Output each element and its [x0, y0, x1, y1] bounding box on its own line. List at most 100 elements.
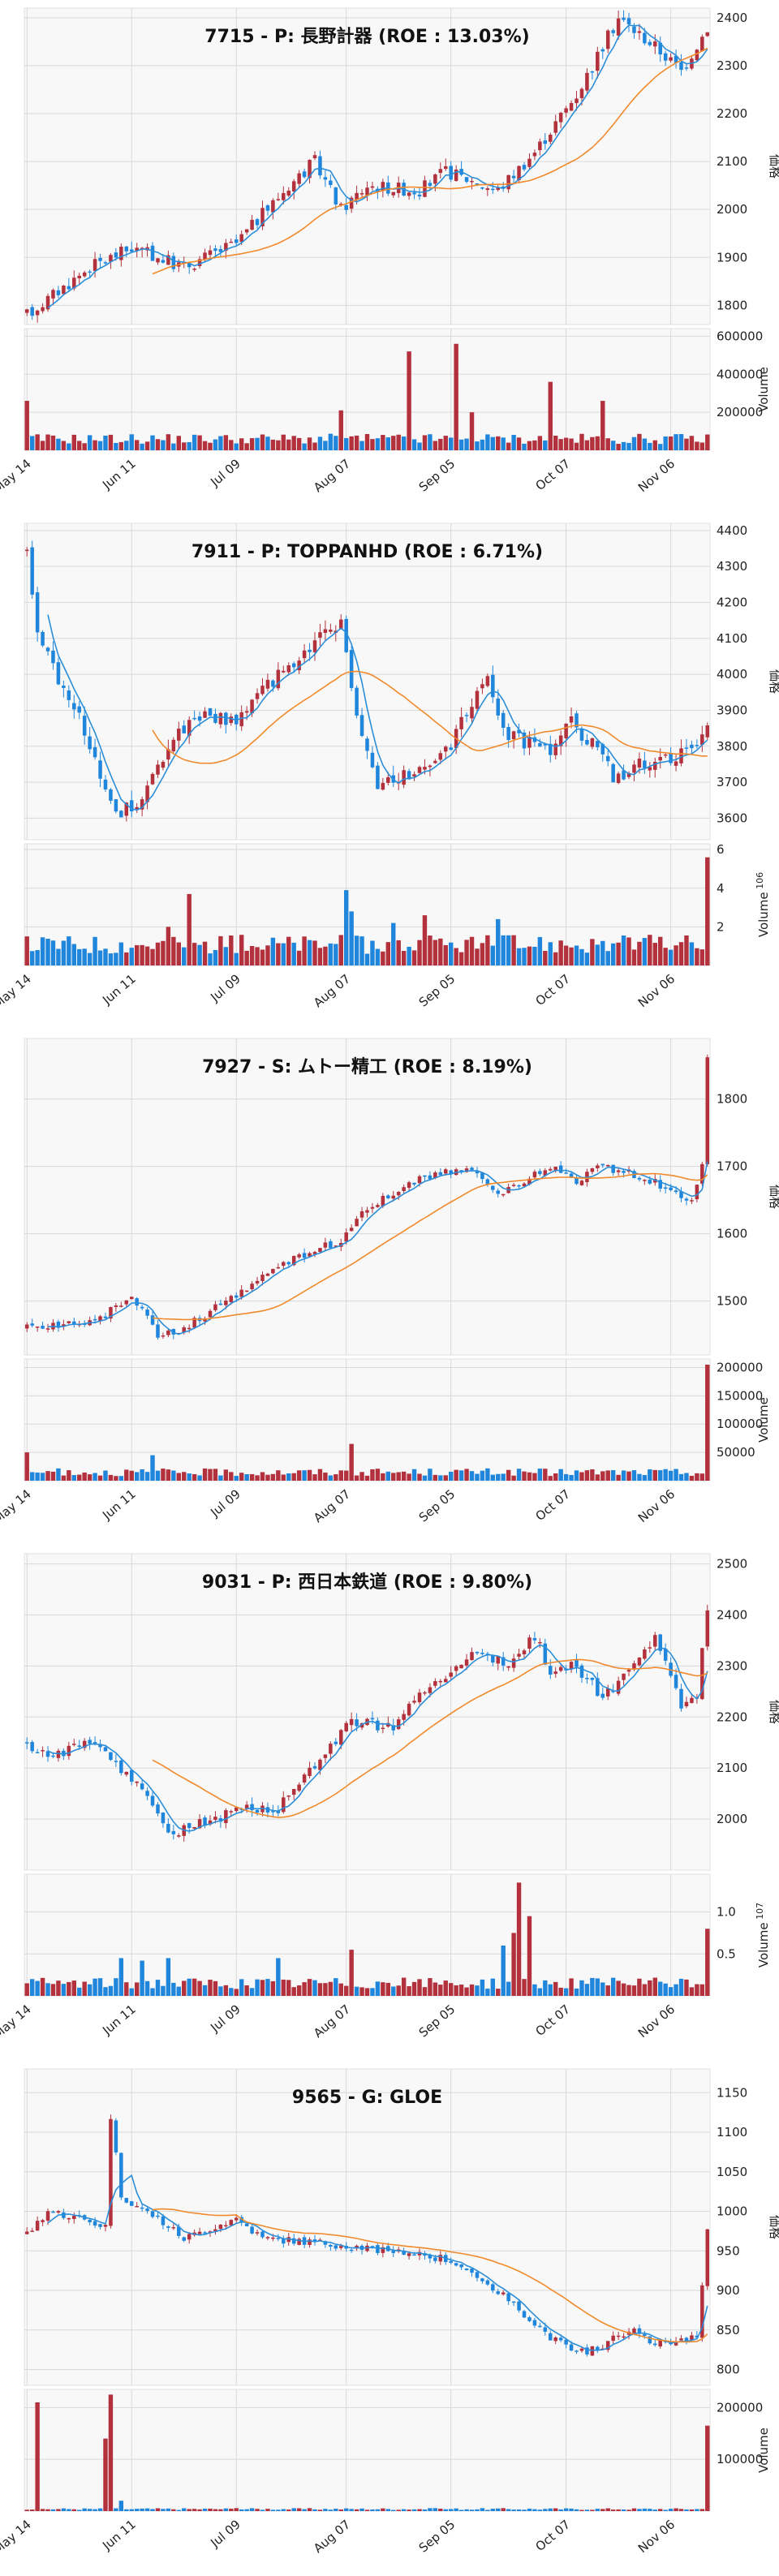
candle-body — [553, 121, 557, 133]
volume-bar — [328, 943, 334, 965]
volume-bar — [506, 2509, 511, 2511]
candle-body — [600, 1693, 605, 1698]
candle-body — [229, 1296, 234, 1303]
volume-bar — [114, 1476, 118, 1481]
volume-bar — [689, 942, 695, 965]
volume-tick-label: 50000 — [717, 1445, 755, 1460]
volume-bar — [364, 434, 370, 450]
candle-body — [213, 1304, 217, 1310]
candle-body — [626, 772, 631, 777]
volume-bar — [699, 2509, 705, 2511]
volume-bar — [213, 2509, 218, 2511]
candle-body — [56, 2211, 61, 2213]
volume-bar — [428, 935, 433, 965]
volume-bar — [401, 1977, 407, 1996]
volume-bar — [40, 441, 45, 450]
candle-body — [459, 2264, 463, 2268]
volume-bar — [375, 2509, 381, 2511]
volume-bar — [144, 1980, 150, 1996]
candle-body — [648, 41, 652, 45]
volume-bar — [705, 1364, 710, 1481]
volume-bar — [522, 948, 527, 965]
volume-bar — [370, 1469, 375, 1481]
volume-bar — [485, 1989, 490, 1996]
volume-bar — [480, 1470, 485, 1481]
candle-body — [695, 49, 699, 61]
candle-body — [334, 2245, 338, 2249]
candle-body — [538, 742, 542, 747]
candle-body — [575, 98, 579, 104]
x-tick-label: Jun 11 — [99, 971, 139, 1008]
volume-bar — [77, 1987, 82, 1996]
candle-body — [41, 2220, 45, 2222]
volume-bar — [202, 441, 208, 450]
candle-body — [187, 263, 192, 268]
candle-body — [359, 1211, 364, 1218]
candle-body — [349, 197, 354, 209]
candle-body — [56, 290, 61, 295]
candle-body — [41, 1326, 45, 1329]
candle-body — [449, 1170, 453, 1175]
volume-bar — [490, 945, 496, 965]
volume-bar — [663, 948, 668, 965]
candle-body — [297, 1254, 301, 1258]
volume-bar — [569, 438, 574, 450]
candle-body — [643, 2333, 647, 2337]
volume-bar — [689, 1475, 695, 1481]
candle-body — [265, 679, 270, 689]
candle-body — [229, 241, 234, 243]
volume-bar — [407, 2509, 411, 2511]
volume-bar — [438, 1475, 443, 1481]
candle-body — [480, 684, 484, 689]
candle-body — [177, 729, 181, 741]
candle-body — [338, 204, 343, 205]
candle-body — [643, 1649, 647, 1659]
volume-bar — [281, 1474, 286, 1481]
candle-body — [663, 1187, 668, 1189]
candle-body — [522, 165, 527, 170]
volume-bar — [50, 1471, 56, 1481]
volume-bar — [97, 2508, 103, 2511]
volume-bar — [29, 2509, 35, 2511]
volume-bar — [364, 2509, 370, 2511]
volume-bar — [265, 2509, 270, 2511]
volume-panel — [24, 1358, 711, 1482]
candle-body — [297, 1784, 301, 1791]
candle-body — [365, 187, 369, 196]
candle-body — [538, 1171, 542, 1175]
volume-bar — [118, 1958, 124, 1996]
candle-body — [150, 1795, 155, 1806]
candle-body — [334, 1741, 338, 1744]
volume-bar — [307, 2508, 312, 2511]
volume-bar — [522, 1979, 527, 1996]
volume-bar — [129, 1470, 134, 1481]
candle-body — [423, 767, 427, 770]
candle-body — [558, 1165, 563, 1173]
price-tick-label: 2000 — [717, 202, 747, 217]
candle-body — [213, 1817, 217, 1821]
volume-bar — [234, 2508, 239, 2511]
volume-bar — [417, 442, 422, 450]
volume-bar — [626, 937, 631, 965]
volume-bar — [385, 1471, 391, 1481]
candle-body — [98, 1744, 102, 1748]
volume-bar — [658, 1981, 663, 1996]
volume-bar — [140, 944, 144, 965]
candle-body — [244, 711, 249, 713]
volume-axis-label: Volume 106 — [755, 872, 771, 937]
candle-body — [323, 629, 328, 634]
volume-bar — [496, 1473, 501, 1481]
volume-exponent: 107 — [755, 1903, 765, 1923]
volume-bars — [24, 343, 710, 450]
candle-body — [318, 632, 322, 638]
volume-bar — [155, 1470, 161, 1481]
volume-bar — [574, 2509, 579, 2511]
candle-body — [203, 1817, 207, 1826]
volume-bar — [699, 1984, 705, 1996]
x-tick-label: Nov 06 — [635, 456, 678, 495]
candle-body — [114, 2120, 118, 2152]
candle-body — [449, 166, 453, 180]
candle-body — [77, 275, 81, 278]
volume-bar — [364, 953, 370, 965]
candle-body — [470, 1168, 474, 1171]
